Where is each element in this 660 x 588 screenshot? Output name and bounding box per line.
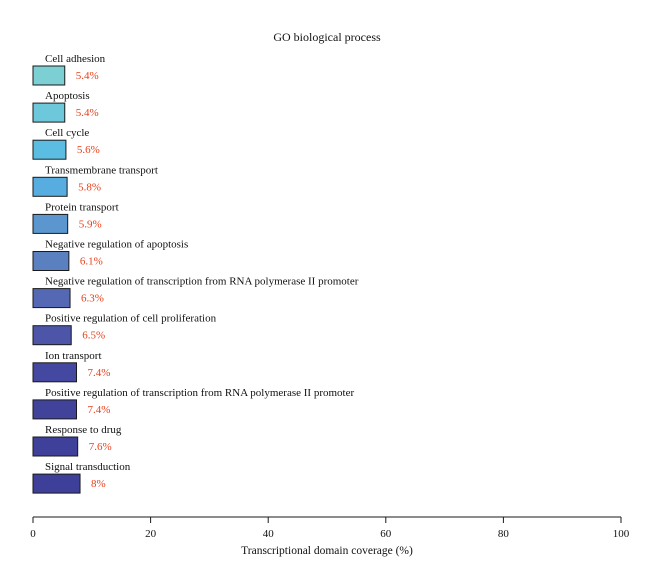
category-label: Apoptosis xyxy=(45,90,90,102)
category-label: Positive regulation of transcription fro… xyxy=(45,387,354,399)
x-tick-label: 80 xyxy=(498,528,510,540)
value-label: 7.6% xyxy=(89,441,112,453)
value-label: 5.4% xyxy=(76,107,99,119)
value-label: 6.3% xyxy=(81,293,104,305)
bar xyxy=(32,362,78,383)
bar xyxy=(32,65,66,86)
bar xyxy=(32,288,71,309)
x-tick-label: 100 xyxy=(613,528,630,540)
bar xyxy=(32,176,68,197)
bar xyxy=(32,399,78,420)
chart-title: GO biological process xyxy=(273,30,381,44)
category-label: Cell adhesion xyxy=(45,53,106,65)
bar xyxy=(32,436,79,457)
bar xyxy=(32,139,67,160)
value-label: 6.1% xyxy=(80,256,103,268)
category-label: Signal transduction xyxy=(45,461,131,473)
category-label: Transmembrane transport xyxy=(45,164,158,176)
bar xyxy=(32,325,72,346)
category-label: Positive regulation of cell proliferatio… xyxy=(45,313,217,325)
value-label: 5.8% xyxy=(78,181,101,193)
category-label: Response to drug xyxy=(45,424,122,436)
bars-group: Cell adhesion 5.4% Apoptosis 5.4% Cell cycle… xyxy=(32,53,359,494)
bar xyxy=(32,102,66,123)
x-tick-label: 0 xyxy=(30,528,36,540)
x-tick-label: 60 xyxy=(380,528,392,540)
x-axis: 0 20 40 60 80 100 xyxy=(30,516,630,540)
category-label: Ion transport xyxy=(45,350,102,362)
value-label: 8% xyxy=(91,478,106,490)
x-ticks: 0 20 40 60 80 100 xyxy=(30,517,630,540)
value-label: 5.4% xyxy=(76,70,99,82)
x-tick-label: 20 xyxy=(145,528,157,540)
category-label: Protein transport xyxy=(45,201,119,213)
category-label: Negative regulation of transcription fro… xyxy=(45,276,359,288)
value-label: 6.5% xyxy=(82,330,105,342)
bar xyxy=(32,473,81,494)
value-label: 7.4% xyxy=(88,367,111,379)
bar xyxy=(32,251,70,271)
value-label: 7.4% xyxy=(88,404,111,416)
value-label: 5.6% xyxy=(77,144,100,156)
x-tick-label: 40 xyxy=(263,528,275,540)
value-label: 5.9% xyxy=(79,218,102,230)
bar xyxy=(32,213,69,234)
category-label: Negative regulation of apoptosis xyxy=(45,239,188,251)
x-axis-title: Transcriptional domain coverage (%) xyxy=(241,545,413,557)
category-label: Cell cycle xyxy=(45,127,89,139)
